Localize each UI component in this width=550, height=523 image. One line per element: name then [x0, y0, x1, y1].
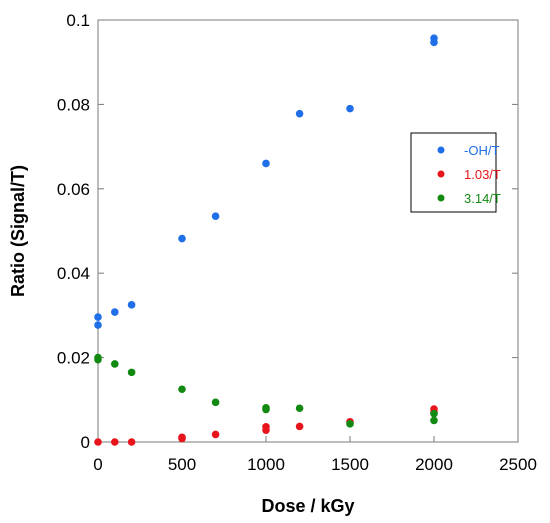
data-point-3-14-t [346, 420, 354, 428]
y-tick-label: 0.04 [57, 264, 90, 283]
legend-marker-oh [437, 146, 445, 154]
tick-labels: 0 500 1000 1500 2000 2500 0 0.02 0.04 0.06 0.08 0.1 [57, 11, 537, 474]
data-point-1-03-t [127, 438, 136, 446]
data-point-oh-t [295, 109, 304, 118]
legend-box [410, 132, 497, 213]
legend-label-oh: -OH/T [464, 143, 499, 158]
y-tick-label: 0.02 [57, 349, 90, 368]
data-point-3-14-t [262, 404, 270, 412]
data-point-1-03-t [295, 422, 304, 431]
data-point-3-14-t [430, 416, 438, 425]
legend-marker-103 [437, 170, 445, 178]
x-tick-label: 0 [93, 455, 102, 474]
data-point-3-14-t [178, 385, 186, 394]
data-point-1-03-t [262, 423, 270, 431]
data-points [94, 34, 438, 446]
ticks [97, 19, 519, 443]
data-point-3-14-t [111, 360, 119, 368]
x-tick-label: 1500 [331, 455, 369, 474]
x-axis-title: Dose / kGy [261, 496, 354, 516]
y-tick-label: 0.06 [57, 180, 90, 199]
data-point-oh-t [94, 313, 102, 321]
data-point-3-14-t [94, 353, 102, 362]
data-point-oh-t [430, 34, 438, 42]
data-point-oh-t [111, 308, 119, 316]
y-tick-label: 0.1 [66, 11, 90, 30]
data-point-oh-t [178, 234, 186, 243]
x-tick-label: 1000 [247, 455, 285, 474]
data-point-1-03-t [211, 430, 220, 439]
plot-frame [97, 19, 519, 443]
legend-marker-314 [437, 194, 445, 202]
data-point-3-14-t [127, 368, 136, 377]
data-point-oh-t [262, 159, 270, 168]
data-point-1-03-t [111, 438, 119, 446]
data-point-oh-t [127, 301, 136, 309]
legend-label-314: 3.14/T [464, 191, 501, 206]
x-tick-label: 2000 [415, 455, 453, 474]
data-point-3-14-t [295, 404, 304, 413]
data-point-oh-t [94, 321, 102, 329]
legend: -OH/T 1.03/T 3.14/T [410, 132, 501, 213]
x-tick-label: 2500 [499, 455, 537, 474]
data-point-oh-t [211, 212, 220, 221]
y-axis-title: Ratio (Signal/T) [8, 165, 28, 297]
legend-label-103: 1.03/T [464, 167, 501, 182]
y-tick-label: 0.08 [57, 95, 90, 114]
data-point-3-14-t [430, 409, 438, 418]
data-point-3-14-t [211, 398, 220, 407]
data-point-oh-t [346, 104, 354, 113]
plot-area [97, 19, 519, 443]
x-tick-label: 500 [168, 455, 196, 474]
data-point-1-03-t [94, 438, 102, 446]
data-point-1-03-t [178, 433, 186, 442]
y-tick-label: 0 [81, 433, 90, 452]
